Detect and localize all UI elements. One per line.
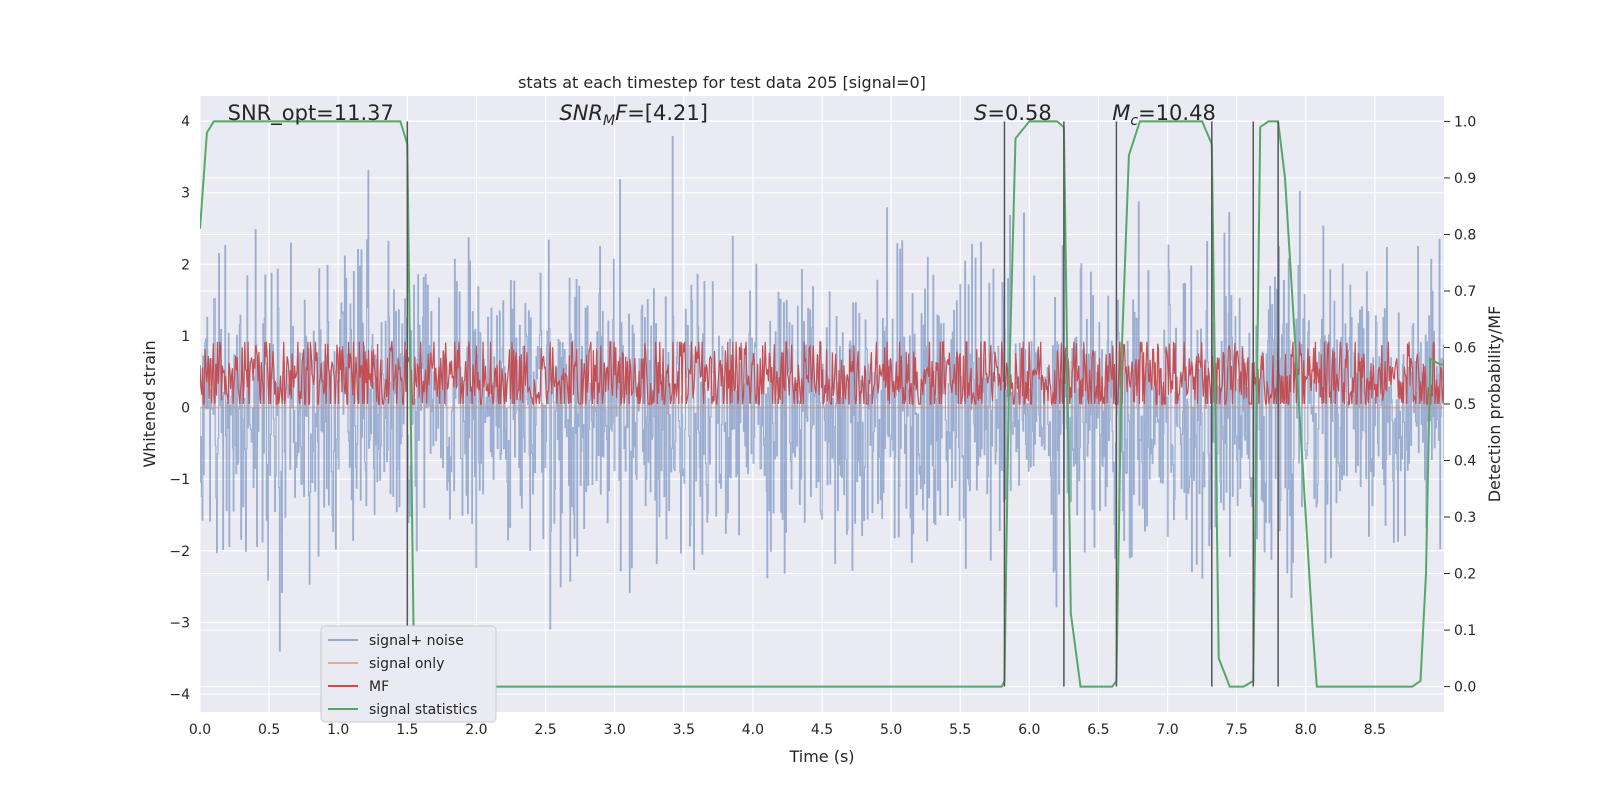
y-right-tick-label: 0.2 [1454,567,1476,583]
x-tick-label: 7.0 [1156,722,1178,738]
y-tick-label: 3 [181,186,190,202]
legend-box [320,625,497,723]
x-tick-label: 1.0 [327,722,349,738]
y-right-tick-label: 0.4 [1454,454,1476,470]
x-tick-label: 8.5 [1364,722,1386,738]
y-right-tick-label: 0.6 [1454,340,1476,356]
y-right-tick-label: 0.3 [1454,510,1476,526]
chart-title: stats at each timestep for test data 205… [518,73,926,92]
annotation-1: SNRMF=[4.21] [559,101,708,129]
y-tick-label: 1 [181,329,190,345]
x-axis-label: Time (s) [788,747,854,766]
x-tick-label: 7.5 [1226,722,1248,738]
ticks: 0.0 0.5 1.0 1.5 2.0 2.5 3.0 3.5 4.0 4.5 5.0 5.5 6.0 6… [169,114,1476,738]
y-right-tick-label: 1.0 [1454,114,1476,130]
y-right-tick-label: 0.8 [1454,227,1476,243]
legend: signal+ noise signal only MF signal stat… [320,625,497,723]
vertical-lines [406,121,1279,687]
annotation-0: SNR_opt=11.37 [228,101,394,126]
x-tick-label: 1.5 [396,722,418,738]
x-tick-label: 6.5 [1087,722,1109,738]
x-tick-label: 0.0 [189,722,211,738]
y-axis-label-right: Detection probability/MF [1485,306,1504,503]
annotation-3: Mc=10.48 [1112,101,1216,129]
x-tick-label: 0.5 [258,722,280,738]
y-tick-label: −1 [169,472,190,488]
y-right-tick-label: 0.7 [1454,284,1476,300]
x-tick-label: 5.5 [949,722,971,738]
y-axis-label: Whitened strain [140,340,159,467]
legend-label-signal-only: signal only [369,656,444,672]
y-tick-label: 2 [181,257,190,273]
y-tick-label: −3 [169,615,190,631]
x-tick-label: 8.0 [1295,722,1317,738]
x-tick-label: 6.0 [1018,722,1040,738]
y-right-tick-label: 0.9 [1454,171,1476,187]
legend-label-mf: MF [369,679,389,695]
y-right-tick-label: 0.1 [1454,623,1476,639]
y-tick-label: 0 [181,401,190,417]
y-tick-label: −4 [169,687,190,703]
x-tick-label: 4.0 [742,722,764,738]
legend-label-signal-statistics: signal statistics [369,702,477,718]
series-signal-statistics [200,120,1444,688]
legend-label-signal-noise: signal+ noise [369,633,464,649]
annotations: SNR_opt=11.37 SNRMF=[4.21] S=0.58 Mc=10.48 [228,101,1216,129]
y-right-tick-label: 0.5 [1454,397,1476,413]
y-right-tick-label: 0.0 [1454,680,1476,696]
x-tick-label: 3.0 [604,722,626,738]
y-tick-label: −2 [169,544,190,560]
x-tick-label: 3.5 [673,722,695,738]
x-tick-label: 2.5 [534,722,556,738]
annotation-2: S=0.58 [974,101,1052,125]
y-tick-label: 4 [181,114,190,130]
x-tick-label: 5.0 [880,722,902,738]
x-tick-label: 2.0 [465,722,487,738]
x-tick-label: 4.5 [811,722,833,738]
